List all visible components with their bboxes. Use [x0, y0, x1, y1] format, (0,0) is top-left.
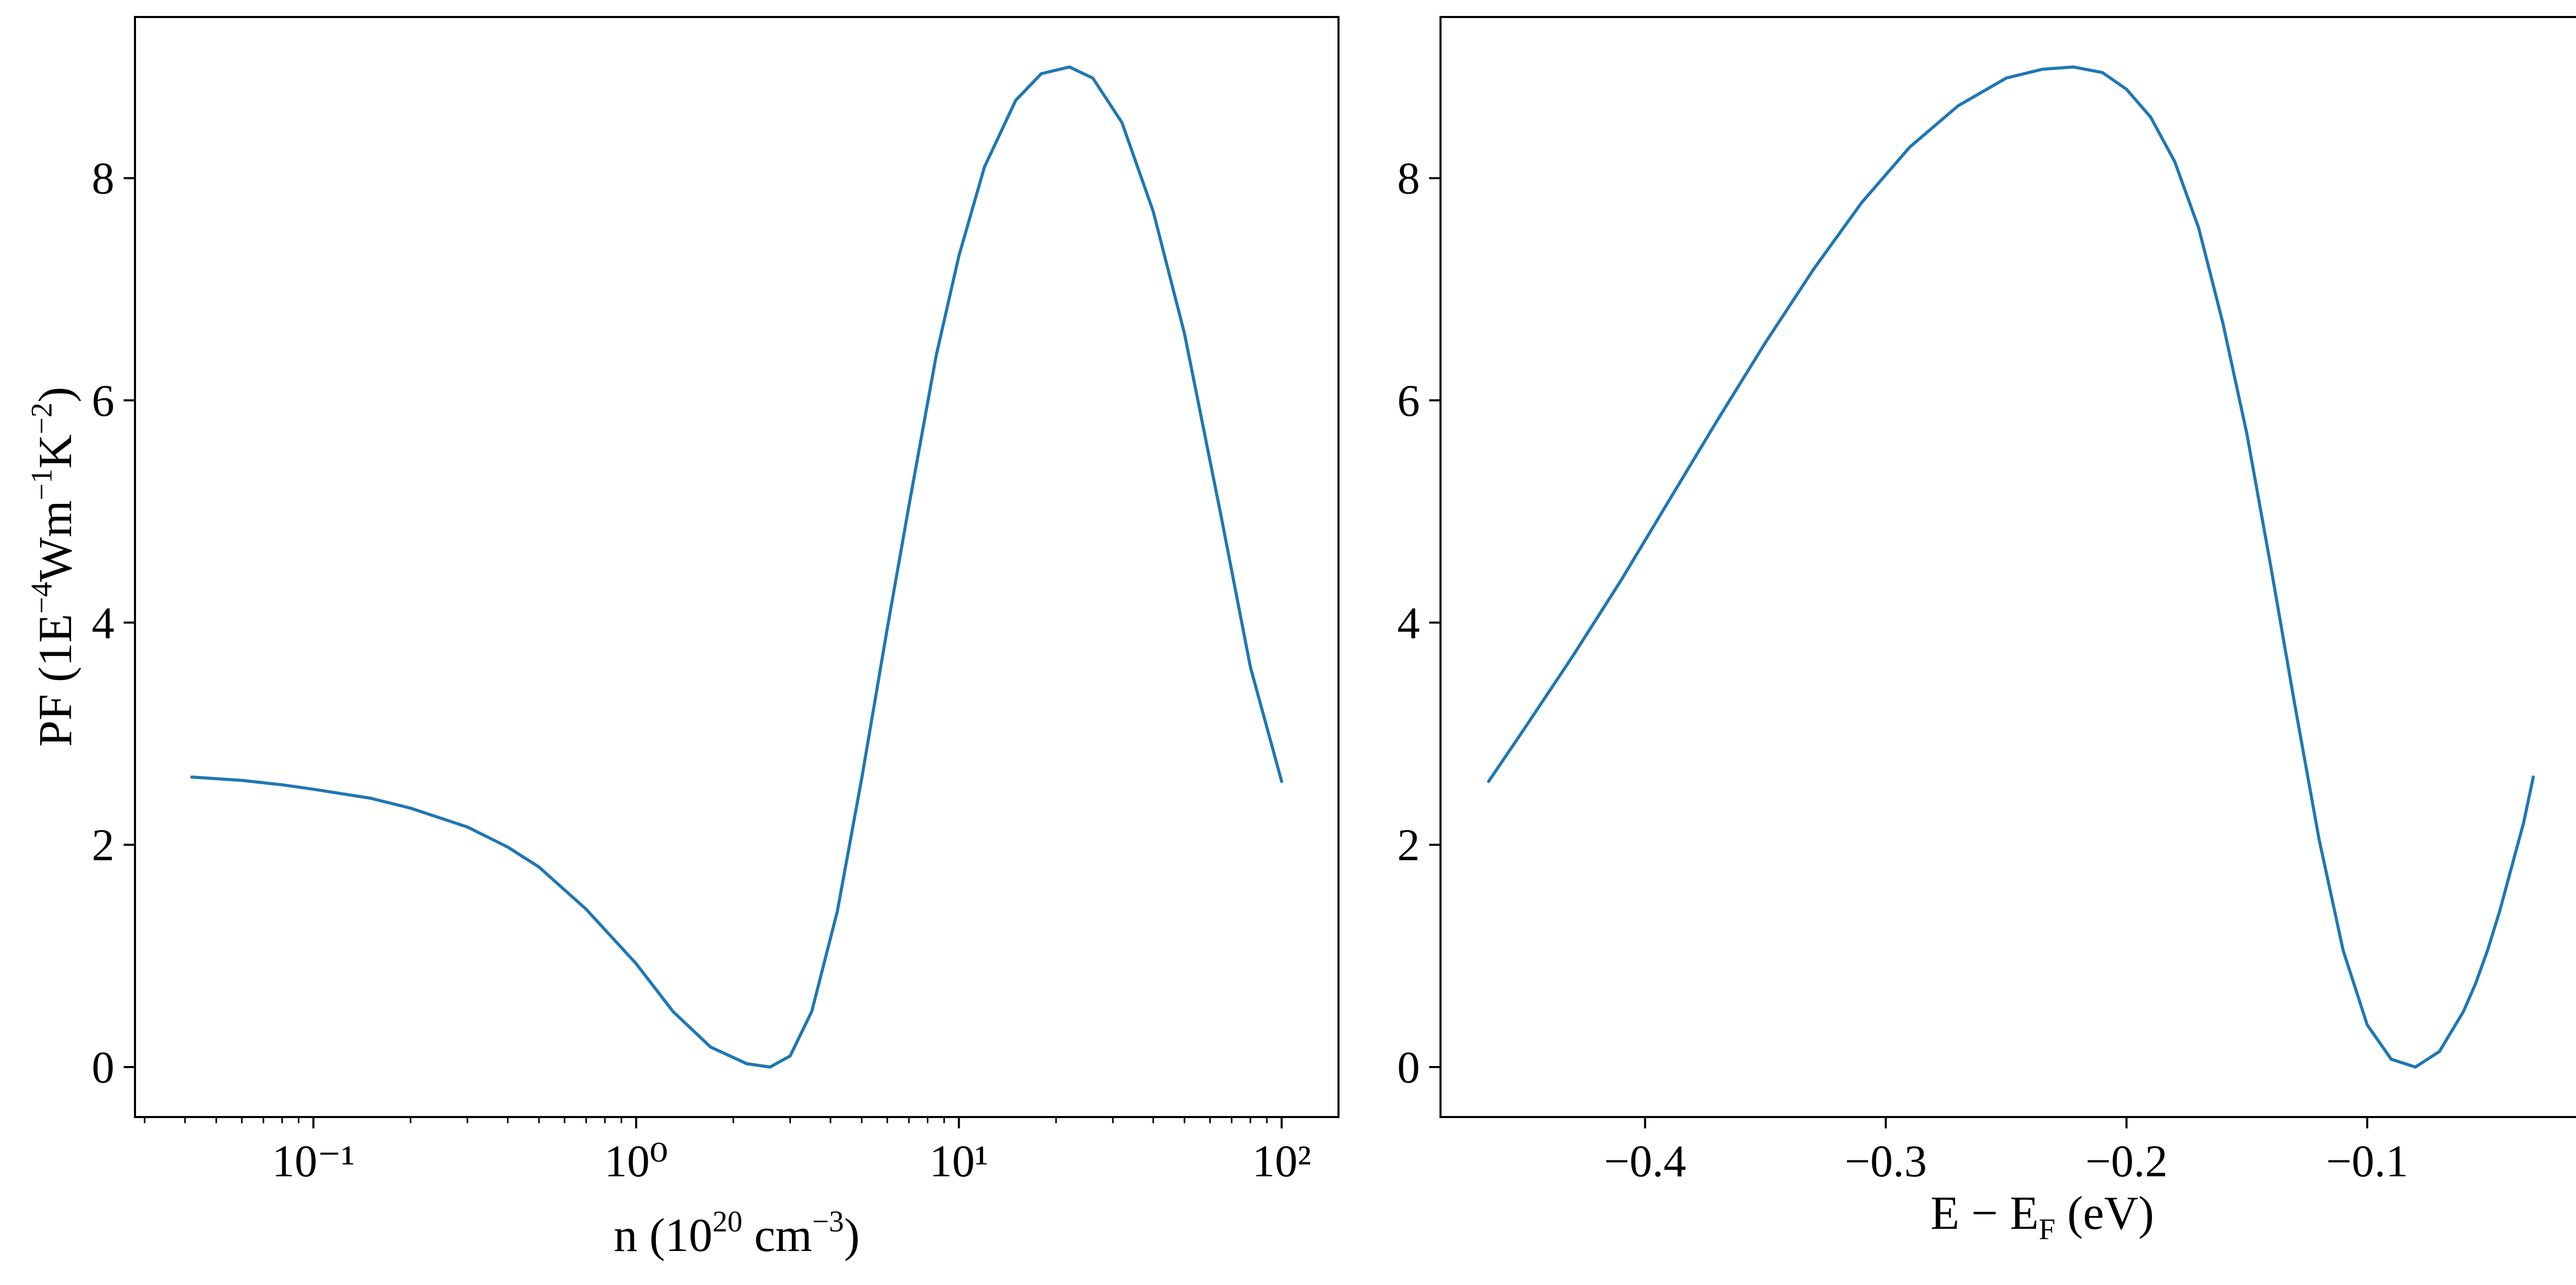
x-tick-label: 10²	[1252, 1137, 1311, 1187]
y-tick-label: 4	[1397, 598, 1420, 648]
y-tick-label: 4	[92, 598, 114, 648]
plot-frame-left	[134, 16, 1340, 1118]
series-line-right	[1487, 65, 2535, 1069]
y-tick-label: 6	[92, 376, 114, 426]
x-tick-label: 10¹	[929, 1137, 988, 1187]
x-tick-label: −0.4	[1604, 1137, 1686, 1187]
y-ticks-left: 0 2 4 6 8	[92, 154, 135, 1093]
y-tick-label: 2	[92, 821, 114, 871]
x-tick-label: 10⁰	[604, 1137, 668, 1187]
y-tick-label: 8	[92, 154, 114, 204]
y-tick-label: 0	[92, 1043, 114, 1093]
y-tick-label: 6	[1397, 376, 1420, 426]
y-axis-label-left: PF (1E−4Wm−1K−2)	[25, 387, 81, 747]
y-tick-label: 0	[1397, 1043, 1420, 1093]
x-tick-label: −0.3	[1844, 1137, 1927, 1187]
x-tick-label: −0.2	[2086, 1137, 2168, 1187]
x-tick-label: 10⁻¹	[272, 1137, 355, 1187]
x-axis-label-left: n (1020 cm−3)	[614, 1205, 859, 1261]
x-tick-label: −0.1	[2326, 1137, 2409, 1187]
panel-left: 10⁻¹ 10⁰ 10¹ 10² 0 2 4 6 8 n (1020 cm−3) PF (1E…	[25, 16, 1340, 1261]
y-tick-label: 8	[1397, 154, 1420, 204]
series-line-left	[190, 65, 1283, 1069]
y-ticks-right: 0 2 4 6 8	[1397, 154, 1440, 1093]
x-ticks-right: −0.4−0.3−0.2−0.10.0	[1604, 1117, 2409, 1187]
x-ticks-left: 10⁻¹ 10⁰ 10¹ 10²	[144, 1117, 1311, 1187]
y-tick-label: 2	[1397, 821, 1420, 871]
plot-frame-right	[1439, 16, 2576, 1118]
x-axis-label-right: E − EF (eV)	[1930, 1187, 2154, 1246]
